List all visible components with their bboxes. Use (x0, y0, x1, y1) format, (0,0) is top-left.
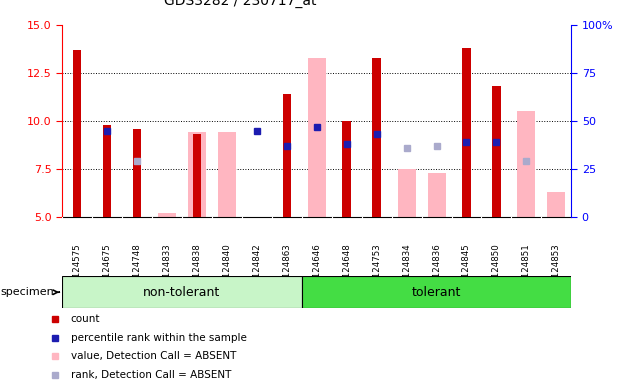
Text: specimen: specimen (0, 287, 60, 297)
Text: rank, Detection Call = ABSENT: rank, Detection Call = ABSENT (71, 370, 231, 380)
Text: GSM124836: GSM124836 (432, 244, 441, 296)
Text: GDS3282 / 230717_at: GDS3282 / 230717_at (164, 0, 317, 8)
Bar (397, 169, 415, 217)
Text: GSM124845: GSM124845 (462, 244, 471, 296)
Text: GSM124838: GSM124838 (193, 244, 201, 296)
Bar (62, 276, 302, 308)
Text: GSM124834: GSM124834 (402, 244, 411, 296)
Bar (218, 132, 236, 217)
Text: percentile rank within the sample: percentile rank within the sample (71, 333, 247, 343)
Bar (73, 50, 81, 217)
Text: GSM124842: GSM124842 (252, 244, 261, 296)
Bar (517, 111, 535, 217)
Bar (133, 129, 141, 217)
Bar (373, 58, 381, 217)
Bar (427, 173, 445, 217)
Text: GSM124850: GSM124850 (492, 244, 501, 296)
Text: GSM124646: GSM124646 (312, 244, 321, 296)
Text: GSM124753: GSM124753 (372, 244, 381, 296)
Text: count: count (71, 314, 100, 324)
Text: GSM124840: GSM124840 (222, 244, 232, 296)
Bar (158, 213, 176, 217)
Bar (492, 86, 501, 217)
Bar (547, 192, 565, 217)
Text: GSM124575: GSM124575 (73, 244, 81, 296)
Text: GSM124851: GSM124851 (522, 244, 531, 296)
Text: GSM124648: GSM124648 (342, 244, 351, 296)
Bar (283, 94, 291, 217)
Bar (302, 276, 571, 308)
Bar (193, 134, 201, 217)
Text: tolerant: tolerant (412, 286, 461, 299)
Bar (188, 132, 206, 217)
Text: value, Detection Call = ABSENT: value, Detection Call = ABSENT (71, 351, 236, 361)
Text: GSM124863: GSM124863 (283, 244, 291, 296)
Text: GSM124853: GSM124853 (552, 244, 561, 296)
Text: GSM124748: GSM124748 (132, 244, 142, 296)
Bar (462, 48, 471, 217)
Bar (308, 58, 325, 217)
Bar (342, 121, 351, 217)
Text: GSM124833: GSM124833 (163, 244, 171, 296)
Text: non-tolerant: non-tolerant (143, 286, 220, 299)
Bar (103, 125, 111, 217)
Text: GSM124675: GSM124675 (102, 244, 112, 296)
